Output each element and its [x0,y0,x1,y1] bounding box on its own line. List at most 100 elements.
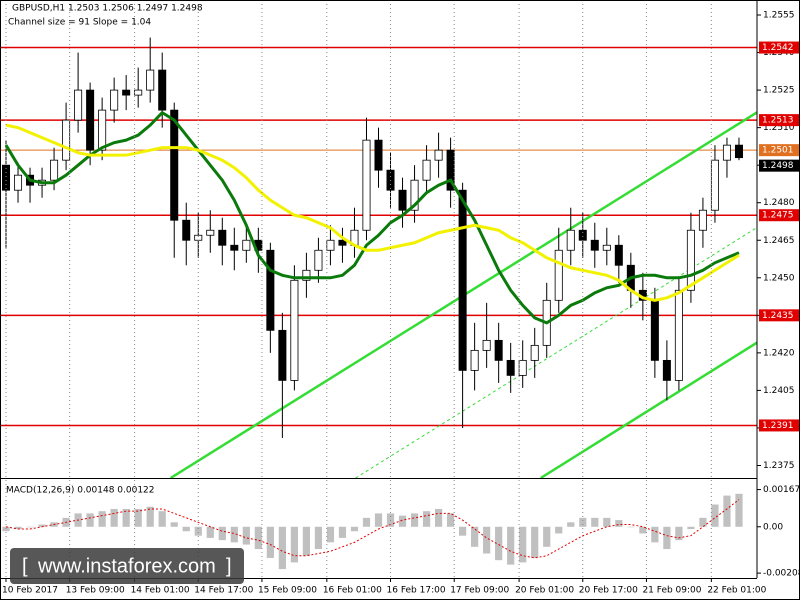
candle-body [530,344,539,361]
x-tick-label: 16 Feb 01:00 [323,586,382,596]
candle-body [242,239,251,251]
macd-bar [422,511,431,527]
candle-body [62,119,71,161]
candle-body [422,159,431,181]
candle-body [134,89,143,96]
macd-bar [434,508,443,527]
macd-bar [314,526,323,550]
macd-bar [519,526,527,563]
macd-bar [555,526,563,534]
ask-label-bg [759,144,799,157]
candle-body [506,359,515,376]
x-tick-label: 10 Feb 2017 [2,586,58,596]
candle-body [278,329,287,381]
macd-bar [290,526,298,563]
candle-body [614,244,623,266]
macd-title: MACD(12,26,9) 0.00148 0.00122 [6,486,155,496]
y-tick-label: 1.2480 [763,198,795,208]
candle-body [494,339,503,361]
level-label: 1.2435 [762,311,794,321]
level-label: 1.2475 [762,211,794,221]
candle-body [122,89,131,96]
candle-body [206,229,215,236]
chart-subtitle: Channel size = 91 Slope = 1.04 [8,18,151,28]
candle-body [158,69,167,111]
candle-body [230,244,239,251]
macd-bar [483,526,491,554]
macd-bar [170,522,178,527]
y-tick-label: 1.2375 [763,461,795,471]
candle-body [326,239,335,251]
macd-bar [302,526,311,556]
macd-bar [86,513,94,527]
macd-bar [182,526,190,532]
candle-body [314,249,323,271]
x-tick-label: 13 Feb 09:00 [66,586,125,596]
macd-bar [699,517,707,527]
candle-body [734,144,743,159]
level-label: 1.2542 [762,43,794,53]
x-tick-label: 15 Feb 09:00 [258,586,317,596]
candle-body [722,144,731,161]
x-tick-label: 16 Feb 17:00 [387,586,446,596]
candle-body [710,159,719,211]
macd-bar [639,526,647,534]
candle-body [110,89,119,111]
price-label-bg [759,159,799,172]
macd-bar [38,524,46,527]
macd-bar [603,517,611,527]
macd-bar [446,513,455,527]
macd-signal [5,499,740,559]
macd-bar [651,526,659,543]
macd-bar [14,526,22,529]
watermark-bracket: ] [226,555,232,577]
candle-body [362,139,371,231]
price-pane [0,37,757,478]
candle-body [698,209,707,231]
level-label: 1.2513 [762,116,794,126]
level-label-bg [759,309,799,322]
y-tick-label: 1.2525 [763,86,795,96]
candle-body [470,349,479,371]
candle-body [266,249,275,331]
moving-average [4,110,740,325]
y-tick-label: 0.00167 [763,485,800,495]
macd-bar [326,526,335,543]
macd-bar [338,526,347,538]
y-tick-label: 1.2405 [763,386,795,396]
candle-body [302,269,311,281]
watermark: www.instaforex.com [37,555,216,577]
y-tick-label: 1.2510 [763,123,795,133]
x-tick-label: 21 Feb 09:00 [642,586,701,596]
candle-body [2,164,11,191]
macd-bar [110,508,118,527]
candle-body [554,249,563,301]
candle-body [86,89,95,151]
candle-body [194,234,203,241]
trend-line [540,341,757,478]
macd-bar [579,517,587,527]
macd-bar [158,511,166,527]
candle-body [578,229,587,241]
candle-body [458,189,467,371]
candle-body [602,244,611,251]
macd-bar [735,493,743,527]
macd-bar [206,526,214,538]
macd-bar [134,508,142,527]
macd-bar [398,515,407,527]
macd-bar [663,526,671,550]
candle-body [74,89,83,121]
level-label-bg [759,41,799,54]
x-tick-label: 14 Feb 01:00 [131,586,190,596]
moving-average [5,123,740,302]
macd-bar [567,522,575,527]
candle-body [590,239,599,251]
macd-bar [230,526,238,543]
macd-bar [362,517,371,527]
watermark-bracket: [ [22,555,28,577]
candle-body [650,299,659,361]
candle-body [338,239,347,246]
macd-bar [675,526,683,541]
